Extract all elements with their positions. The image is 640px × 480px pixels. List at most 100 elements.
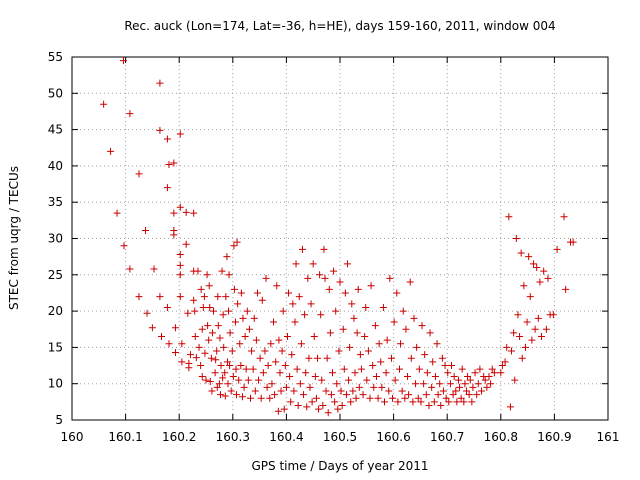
x-tick-label: 160 bbox=[61, 430, 84, 444]
data-point bbox=[331, 398, 339, 406]
data-point bbox=[525, 253, 533, 261]
data-point bbox=[224, 380, 232, 388]
x-tick-label: 160.4 bbox=[269, 430, 303, 444]
data-point bbox=[326, 329, 334, 337]
data-point bbox=[221, 369, 229, 377]
data-point bbox=[236, 340, 244, 348]
data-point bbox=[195, 343, 203, 351]
y-tick-label: 35 bbox=[48, 195, 63, 209]
data-point bbox=[156, 79, 164, 87]
data-point bbox=[210, 307, 218, 315]
data-point bbox=[383, 336, 391, 344]
data-point bbox=[336, 278, 344, 286]
data-point bbox=[462, 387, 470, 395]
data-point bbox=[356, 351, 364, 359]
data-point bbox=[391, 376, 399, 384]
data-point bbox=[438, 354, 446, 362]
data-point bbox=[200, 293, 208, 301]
data-point bbox=[223, 253, 231, 261]
data-point bbox=[553, 245, 561, 253]
data-point bbox=[317, 311, 325, 319]
data-point bbox=[225, 271, 233, 279]
data-point bbox=[303, 403, 311, 411]
data-point bbox=[126, 110, 134, 118]
data-point bbox=[466, 376, 474, 384]
data-point bbox=[540, 267, 548, 275]
data-point bbox=[380, 398, 388, 406]
data-point bbox=[113, 209, 121, 217]
data-point bbox=[458, 365, 466, 373]
data-point bbox=[273, 282, 281, 290]
data-point bbox=[341, 289, 349, 297]
data-point bbox=[198, 372, 206, 380]
data-point bbox=[382, 369, 390, 377]
x-tick-label: 160.3 bbox=[216, 430, 250, 444]
y-axis-title: STEC from uqrg / TECUs bbox=[7, 166, 21, 310]
data-point bbox=[279, 307, 287, 315]
data-point bbox=[457, 394, 465, 402]
data-point bbox=[171, 324, 179, 332]
data-point bbox=[251, 387, 259, 395]
data-point bbox=[397, 340, 405, 348]
data-point bbox=[385, 387, 393, 395]
data-point bbox=[374, 394, 382, 402]
data-point bbox=[417, 398, 425, 406]
data-point bbox=[508, 347, 516, 355]
data-point bbox=[281, 362, 289, 370]
data-point bbox=[222, 293, 230, 301]
data-point bbox=[407, 354, 415, 362]
data-points bbox=[100, 57, 577, 417]
data-point bbox=[430, 398, 438, 406]
data-point bbox=[216, 334, 224, 342]
data-point bbox=[405, 391, 413, 399]
data-point bbox=[534, 314, 542, 322]
data-point bbox=[387, 354, 395, 362]
data-point bbox=[413, 343, 421, 351]
data-point bbox=[221, 392, 229, 400]
data-point bbox=[421, 351, 429, 359]
y-tick-label: 5 bbox=[55, 413, 63, 427]
data-point bbox=[323, 354, 331, 362]
data-point bbox=[468, 398, 476, 406]
data-point bbox=[389, 394, 397, 402]
data-point bbox=[497, 369, 505, 377]
data-point bbox=[420, 380, 428, 388]
data-point bbox=[446, 380, 454, 388]
y-tick-label: 30 bbox=[48, 232, 63, 246]
data-point bbox=[176, 250, 184, 258]
data-point bbox=[429, 358, 437, 366]
data-point bbox=[263, 383, 271, 391]
x-tick-label: 160.5 bbox=[323, 430, 357, 444]
data-point bbox=[422, 391, 430, 399]
x-tick-labels: 160 160.1 160.2 160.3 160.4 160.5 160.6 160.7 16… bbox=[61, 430, 620, 444]
data-point bbox=[464, 372, 472, 380]
data-point bbox=[156, 126, 164, 134]
x-tick-label: 161 bbox=[597, 430, 620, 444]
data-point bbox=[345, 376, 353, 384]
x-axis-title: GPS time / Days of year 2011 bbox=[251, 459, 428, 473]
data-point bbox=[377, 358, 385, 366]
data-point bbox=[517, 249, 525, 257]
data-point bbox=[246, 394, 254, 402]
data-point bbox=[205, 336, 213, 344]
data-point bbox=[223, 358, 231, 366]
data-point bbox=[241, 333, 249, 341]
data-point bbox=[453, 398, 461, 406]
data-point bbox=[320, 245, 328, 253]
data-point bbox=[364, 347, 372, 355]
data-point bbox=[274, 407, 282, 415]
data-point bbox=[521, 343, 529, 351]
data-point bbox=[488, 365, 496, 373]
data-point bbox=[191, 307, 199, 315]
data-point bbox=[315, 405, 323, 413]
data-point bbox=[332, 307, 340, 315]
data-point bbox=[425, 401, 433, 409]
data-point bbox=[402, 325, 410, 333]
data-point bbox=[378, 383, 386, 391]
data-point bbox=[185, 364, 193, 372]
y-tick-label: 50 bbox=[48, 86, 63, 100]
data-point bbox=[481, 376, 489, 384]
data-point bbox=[338, 401, 346, 409]
data-point bbox=[441, 362, 449, 370]
data-point bbox=[190, 209, 198, 217]
